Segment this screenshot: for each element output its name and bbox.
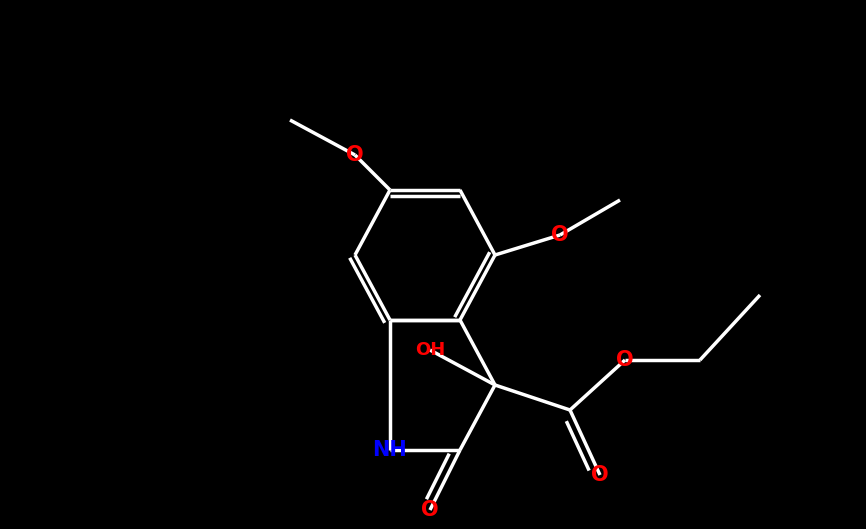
Text: O: O [421, 500, 439, 520]
Text: OH: OH [415, 341, 445, 359]
Text: O: O [591, 465, 609, 485]
Text: O: O [617, 350, 634, 370]
Text: O: O [346, 145, 364, 165]
Text: NH: NH [372, 440, 407, 460]
Text: O: O [551, 225, 569, 245]
